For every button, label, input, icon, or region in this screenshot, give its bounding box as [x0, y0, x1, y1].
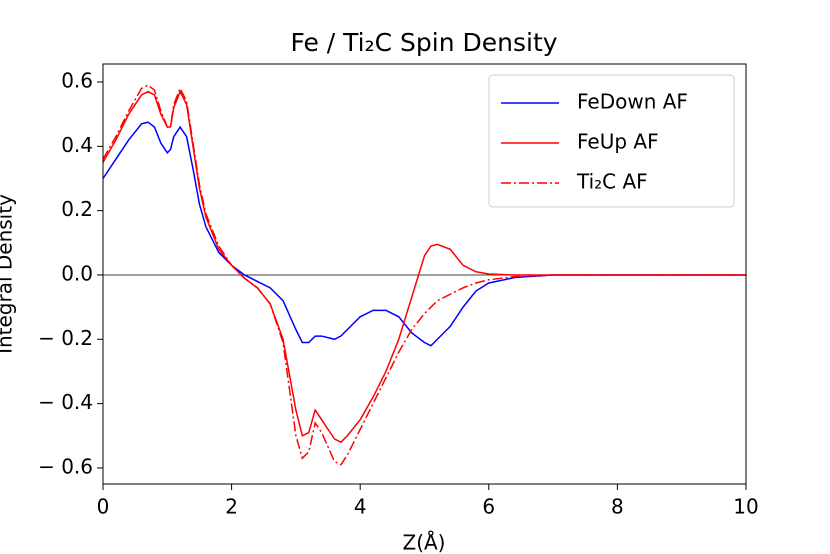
y-tick-label: 0.2: [61, 197, 93, 221]
x-tick-label: 8: [611, 495, 624, 519]
y-tick-label: 0.0: [61, 261, 93, 285]
y-axis-label: Integral Density: [0, 194, 17, 354]
plot-frame: [102, 63, 747, 485]
legend-label: Ti₂C AF: [576, 170, 648, 194]
y-tick-label: − 0.6: [38, 454, 93, 478]
legend-label: FeUp AF: [577, 130, 659, 154]
y-tick-label: 0.6: [61, 69, 93, 93]
y-tick-label: − 0.2: [38, 326, 93, 350]
y-tick-label: 0.4: [61, 133, 93, 157]
x-tick-label: 0: [97, 495, 110, 519]
legend-box: [488, 74, 735, 208]
y-tick-label: − 0.4: [38, 390, 93, 414]
x-axis-label: Z(Å): [403, 531, 446, 554]
chart-title: Fe / Ti₂C Spin Density: [290, 28, 557, 57]
series-line: [102, 121, 746, 347]
x-tick-label: 10: [733, 495, 758, 519]
x-tick-label: 2: [225, 495, 238, 519]
series-line: [102, 84, 746, 466]
x-tick-label: 4: [354, 495, 367, 519]
x-tick-label: 6: [482, 495, 495, 519]
series-line: [102, 89, 746, 444]
legend-label: FeDown AF: [577, 90, 688, 114]
